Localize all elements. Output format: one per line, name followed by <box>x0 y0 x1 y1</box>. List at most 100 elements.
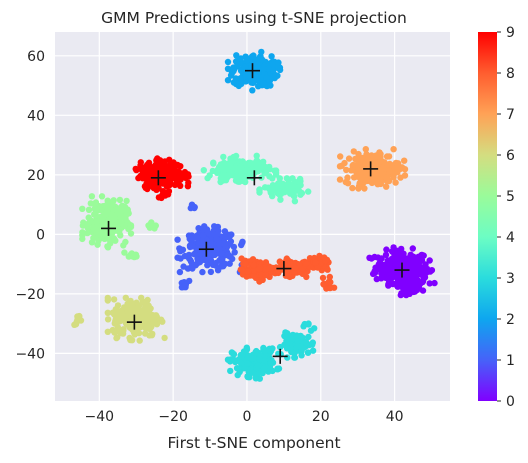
scatter-point-cluster-0 <box>399 281 406 288</box>
scatter-point-cluster-3 <box>261 357 268 364</box>
scatter-point-cluster-4 <box>236 178 243 185</box>
scatter-point-cluster-5 <box>79 222 87 229</box>
scatter-point-cluster-3 <box>234 371 241 379</box>
scatter-point-cluster-6 <box>143 325 150 332</box>
scatter-point-cluster-6 <box>109 309 117 316</box>
scatter-point-cluster-1 <box>192 250 199 257</box>
scatter-point-cluster-3 <box>305 333 312 341</box>
scatter-point-cluster-1 <box>214 267 222 274</box>
scatter-point-cluster-7 <box>359 157 366 164</box>
scatter-point-cluster-7 <box>379 170 386 177</box>
scatter-point-cluster-3 <box>248 355 256 362</box>
scatter-point-cluster-7 <box>377 156 384 164</box>
scatter-point-cluster-5 <box>102 203 109 210</box>
scatter-point-cluster-1 <box>215 240 223 248</box>
scatter-point-cluster-7 <box>349 184 356 192</box>
scatter-point-cluster-5 <box>120 242 127 249</box>
scatter-point-cluster-6 <box>130 329 138 336</box>
scatter-point-cluster-8 <box>326 273 333 281</box>
colorbar-tick-label: 1 <box>506 353 515 369</box>
scatter-point-cluster-4 <box>253 152 260 159</box>
scatter-point-cluster-7 <box>385 153 393 160</box>
scatter-point-cluster-0 <box>378 270 386 277</box>
scatter-point-cluster-6 <box>145 302 152 309</box>
scatter-point-cluster-2 <box>224 77 232 84</box>
cluster-center-marker-5 <box>101 220 117 236</box>
x-tick-label: 20 <box>312 409 330 425</box>
scatter-point-cluster-8 <box>273 264 280 271</box>
scatter-point-cluster-8 <box>244 268 251 275</box>
cluster-center-marker-3 <box>272 348 288 364</box>
scatter-point-cluster-5 <box>84 229 91 237</box>
scatter-point-cluster-4 <box>210 159 217 166</box>
scatter-point-cluster-5 <box>115 209 122 217</box>
scatter-point-cluster-5 <box>104 244 112 251</box>
scatter-point-cluster-4 <box>275 189 283 197</box>
scatter-point-cluster-6 <box>136 337 143 344</box>
scatter-point-cluster-3 <box>297 343 304 351</box>
scatter-point-cluster-4 <box>283 175 291 182</box>
scatter-point-cluster-0 <box>383 246 390 253</box>
cluster-center-marker-9 <box>150 170 166 186</box>
scatter-point-cluster-6 <box>104 316 112 323</box>
scatter-point-cluster-8 <box>255 265 263 273</box>
scatter-point-cluster-6 <box>127 336 134 344</box>
scatter-point-cluster-4 <box>271 167 278 174</box>
scatter-point-cluster-4 <box>277 180 285 187</box>
scatter-point-cluster-8 <box>302 260 310 267</box>
scatter-point-cluster-8 <box>326 284 334 292</box>
scatter-point-cluster-6 <box>122 294 129 301</box>
scatter-point-cluster-7 <box>341 159 348 167</box>
colorbar-tick-label: 0 <box>506 394 515 410</box>
scatter-point-cluster-1 <box>189 243 196 250</box>
scatter-point-cluster-3 <box>274 366 281 373</box>
scatter-point-cluster-2 <box>252 70 259 77</box>
scatter-point-cluster-2 <box>258 56 266 63</box>
scatter-point-cluster-2 <box>268 53 275 60</box>
scatter-point-cluster-5 <box>79 205 86 212</box>
scatter-point-cluster-1 <box>195 225 202 232</box>
scatter-point-cluster-4 <box>243 161 250 168</box>
scatter-point-cluster-1 <box>212 262 219 269</box>
x-axis-label: First t-SNE component <box>167 434 340 452</box>
scatter-point-cluster-2 <box>243 57 251 64</box>
scatter-point-cluster-4 <box>206 172 213 179</box>
scatter-point-cluster-7 <box>356 172 363 179</box>
scatter-point-cluster-0 <box>408 272 415 279</box>
y-tick-label: −40 <box>15 346 45 362</box>
scatter-point-cluster-9 <box>173 180 180 187</box>
scatter-point-cluster-9 <box>132 165 139 173</box>
scatter-point-cluster-0 <box>371 269 379 276</box>
scatter-point-cluster-7 <box>375 180 383 187</box>
scatter-point-cluster-8 <box>320 280 327 288</box>
scatter-point-cluster-4 <box>298 189 306 197</box>
scatter-point-cluster-5 <box>84 224 92 232</box>
scatter-point-cluster-1 <box>194 234 201 242</box>
scatter-point-cluster-7 <box>336 176 344 183</box>
scatter-point-cluster-0 <box>388 248 396 255</box>
scatter-point-cluster-9 <box>150 184 158 192</box>
scatter-point-cluster-6 <box>123 304 130 311</box>
scatter-points <box>71 48 438 382</box>
scatter-point-cluster-5 <box>99 214 107 221</box>
scatter-point-cluster-6 <box>116 309 124 317</box>
scatter-point-cluster-4 <box>291 198 299 205</box>
scatter-point-cluster-5 <box>123 197 130 205</box>
scatter-point-cluster-7 <box>386 167 393 175</box>
scatter-point-cluster-4 <box>305 188 312 195</box>
scatter-point-cluster-6 <box>114 302 122 309</box>
scatter-point-cluster-6 <box>138 294 145 301</box>
scatter-point-cluster-5 <box>85 206 93 213</box>
scatter-point-cluster-4 <box>267 187 274 195</box>
scatter-point-cluster-3 <box>302 339 310 346</box>
colorbar-tick-label: 8 <box>506 66 515 82</box>
scatter-point-cluster-0 <box>413 258 420 265</box>
scatter-point-cluster-3 <box>267 348 275 355</box>
scatter-point-cluster-1 <box>218 250 225 257</box>
scatter-point-cluster-0 <box>382 251 390 259</box>
cluster-center-marker-0 <box>394 262 410 278</box>
scatter-point-cluster-2 <box>260 80 267 87</box>
scatter-point-cluster-7 <box>397 174 404 181</box>
scatter-point-cluster-6 <box>104 294 112 302</box>
scatter-point-cluster-1 <box>205 229 212 237</box>
